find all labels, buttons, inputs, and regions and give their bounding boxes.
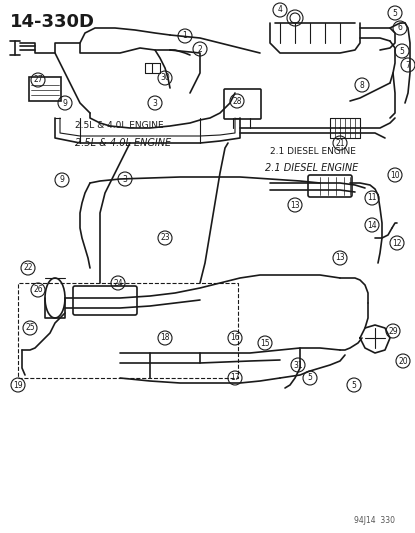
Text: 94J14  330: 94J14 330	[354, 516, 395, 525]
Text: 12: 12	[392, 238, 402, 247]
Text: 9: 9	[63, 99, 67, 108]
Text: 1: 1	[183, 31, 188, 41]
Text: 25: 25	[25, 324, 35, 333]
Text: 11: 11	[367, 193, 377, 203]
Text: 10: 10	[390, 171, 400, 180]
Text: 14-330D: 14-330D	[10, 13, 95, 31]
Text: 2.1 DIESEL ENGINE: 2.1 DIESEL ENGINE	[270, 147, 356, 156]
Text: 2.5L & 4.0L ENGINE: 2.5L & 4.0L ENGINE	[75, 120, 164, 130]
Text: 30: 30	[160, 74, 170, 83]
Text: 21: 21	[335, 139, 345, 148]
Text: 17: 17	[230, 374, 240, 383]
Text: 28: 28	[232, 96, 242, 106]
Text: 5: 5	[400, 46, 405, 55]
Text: 23: 23	[160, 233, 170, 243]
Text: 6: 6	[398, 23, 403, 33]
Text: 26: 26	[33, 286, 43, 295]
Text: 29: 29	[388, 327, 398, 335]
Text: 27: 27	[33, 76, 43, 85]
Text: 15: 15	[260, 338, 270, 348]
Text: 2.1 DIESEL ENGINE: 2.1 DIESEL ENGINE	[265, 163, 358, 173]
Text: 13: 13	[335, 254, 345, 262]
Text: 16: 16	[230, 334, 240, 343]
Text: 7: 7	[405, 61, 410, 69]
Text: 19: 19	[13, 381, 23, 390]
Text: 18: 18	[160, 334, 170, 343]
Text: 3: 3	[153, 99, 157, 108]
Bar	[18, 283, 238, 378]
Text: 2: 2	[198, 44, 203, 53]
Text: 31: 31	[293, 360, 303, 369]
Text: 9: 9	[60, 175, 64, 184]
Text: 3: 3	[122, 174, 127, 183]
Text: 4: 4	[278, 5, 283, 14]
Text: 2.5L & 4.0L ENGINE: 2.5L & 4.0L ENGINE	[75, 138, 171, 148]
Text: 5: 5	[352, 381, 356, 390]
Text: 8: 8	[360, 80, 364, 90]
Text: 22: 22	[23, 263, 33, 272]
Text: 20: 20	[398, 357, 408, 366]
Text: 13: 13	[290, 200, 300, 209]
Text: 14: 14	[367, 221, 377, 230]
Text: 5: 5	[393, 9, 398, 18]
Text: 24: 24	[113, 279, 123, 287]
Text: 5: 5	[308, 374, 312, 383]
